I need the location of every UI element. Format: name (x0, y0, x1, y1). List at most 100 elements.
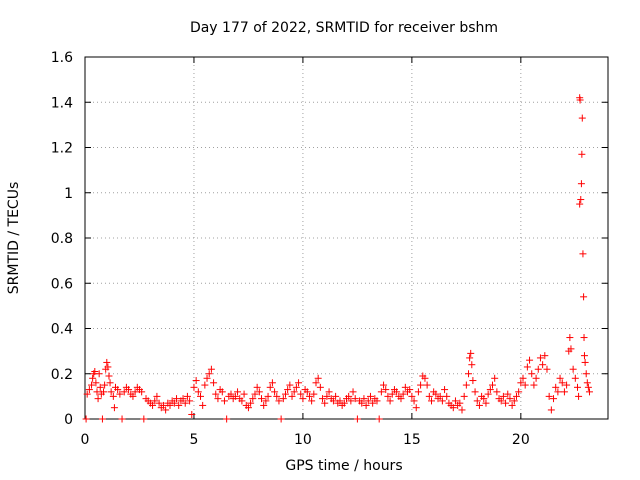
data-point (502, 399, 510, 407)
data-point (508, 401, 516, 409)
data-point (443, 392, 451, 400)
data-point (308, 397, 316, 405)
data-point (550, 395, 558, 403)
data-point (314, 374, 322, 382)
data-point (345, 392, 353, 400)
data-point (536, 354, 544, 362)
data-point (465, 370, 473, 378)
data-point (192, 377, 200, 385)
data-point (162, 406, 170, 414)
data-point (499, 392, 507, 400)
data-point (384, 392, 392, 400)
data-point (569, 365, 577, 373)
data-point (279, 395, 287, 403)
data-point (532, 374, 540, 382)
data-point (231, 392, 239, 400)
data-point (362, 401, 370, 409)
data-point (369, 399, 377, 407)
data-point (140, 415, 148, 423)
data-point (432, 390, 440, 398)
data-point (558, 379, 566, 387)
data-point (83, 390, 91, 398)
data-point (183, 392, 191, 400)
data-point (227, 390, 235, 398)
x-tick-label: 10 (294, 432, 312, 448)
data-point (212, 390, 220, 398)
y-tick-label: 0.6 (51, 276, 73, 292)
data-point (582, 370, 590, 378)
data-point (290, 388, 298, 396)
data-point (340, 399, 348, 407)
data-point (554, 388, 562, 396)
data-point (399, 390, 407, 398)
data-point (482, 399, 490, 407)
data-point (323, 392, 331, 400)
data-point (223, 415, 231, 423)
data-point (110, 404, 118, 412)
data-point (329, 397, 337, 405)
data-point (312, 379, 320, 387)
data-point (506, 395, 514, 403)
data-point (473, 397, 481, 405)
data-point (401, 383, 409, 391)
data-point (262, 397, 270, 405)
data-point (93, 388, 101, 396)
data-point (310, 390, 318, 398)
data-point (358, 399, 366, 407)
data-point (449, 404, 457, 412)
data-point (173, 395, 181, 403)
data-point (417, 381, 425, 389)
data-point (515, 388, 523, 396)
data-point (567, 345, 575, 353)
data-point (388, 390, 396, 398)
data-point (517, 379, 525, 387)
data-point (581, 358, 589, 366)
data-point (545, 392, 553, 400)
data-point (103, 358, 111, 366)
data-point (427, 397, 435, 405)
data-point (560, 388, 568, 396)
data-point (295, 379, 303, 387)
data-point (480, 395, 488, 403)
data-point (247, 399, 255, 407)
data-point (423, 381, 431, 389)
data-point (220, 397, 228, 405)
data-point (491, 374, 499, 382)
data-point (98, 415, 106, 423)
y-tick-label: 0.2 (51, 367, 73, 383)
data-points (82, 94, 593, 423)
data-point (380, 381, 388, 389)
data-point (584, 383, 592, 391)
data-point (577, 196, 585, 204)
data-point (336, 397, 344, 405)
data-point (100, 388, 108, 396)
data-point (523, 363, 531, 371)
x-axis-label: GPS time / hours (285, 458, 402, 474)
data-point (305, 392, 313, 400)
data-point (349, 388, 357, 396)
data-point (88, 381, 96, 389)
data-point (273, 392, 281, 400)
data-point (504, 390, 512, 398)
data-point (155, 399, 163, 407)
y-tick-label: 0.4 (51, 322, 73, 338)
data-point (319, 395, 327, 403)
data-point (528, 370, 536, 378)
data-point (116, 390, 124, 398)
data-point (578, 114, 586, 122)
y-tick-label: 1 (64, 186, 73, 202)
data-point (576, 200, 584, 208)
data-point (530, 381, 538, 389)
data-point (458, 406, 466, 414)
data-point (107, 388, 115, 396)
data-point (303, 388, 311, 396)
data-point (556, 374, 564, 382)
data-point (125, 386, 133, 394)
data-point (397, 395, 405, 403)
data-point (106, 379, 114, 387)
data-point (412, 404, 420, 412)
data-point (297, 390, 305, 398)
data-point (203, 374, 211, 382)
data-point (251, 390, 259, 398)
